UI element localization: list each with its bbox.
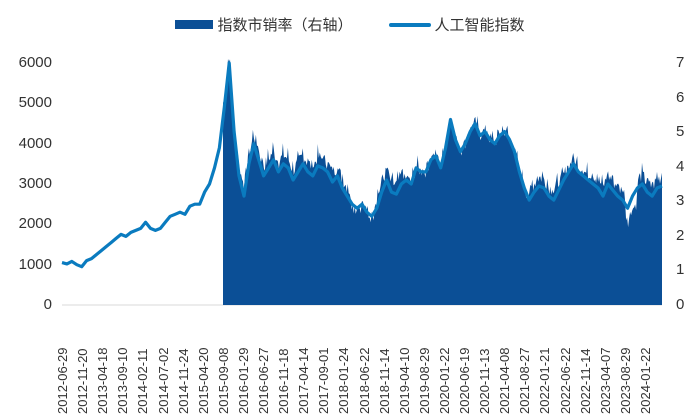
left-y-tick: 1000 <box>18 255 52 273</box>
x-tick-label: 2022-11-14 <box>577 348 593 414</box>
x-tick-label: 2019-04-10 <box>396 347 412 415</box>
x-tick-label: 2014-07-02 <box>155 347 171 415</box>
x-tick-label: 2020-06-19 <box>457 347 472 415</box>
x-tick-label: 2019-08-29 <box>416 347 432 415</box>
legend-label-ai-index: 人工智能指数 <box>434 17 525 34</box>
x-tick-label: 2018-06-22 <box>356 347 372 415</box>
x-tick-label: 2016-06-27 <box>256 347 271 415</box>
x-tick-label: 2020-01-22 <box>436 347 452 415</box>
x-tick-label: 2023-08-29 <box>617 347 633 415</box>
x-tick-label: 2012-11-20 <box>75 348 91 414</box>
x-tick-label: 2017-04-14 <box>296 347 312 415</box>
right-y-tick: 6 <box>676 88 685 106</box>
right-y-tick: 0 <box>676 296 685 313</box>
ai-index-line <box>61 61 663 269</box>
x-tick-label: 2015-09-08 <box>215 347 231 415</box>
x-tick-label: 2018-01-24 <box>336 347 352 415</box>
left-y-tick: 0 <box>43 296 52 313</box>
left-y-tick: 2000 <box>18 215 52 233</box>
x-tick-label: 2015-04-20 <box>195 347 211 415</box>
x-tick-label: 2013-09-10 <box>115 347 131 415</box>
x-tick-label: 2014-02-11 <box>135 348 151 414</box>
area-swatch-icon <box>175 20 214 29</box>
legend-item-ai-index: 人工智能指数 <box>388 14 525 35</box>
ps-ratio-area <box>223 59 662 305</box>
x-tick-label: 2012-06-29 <box>55 347 70 415</box>
x-tick-label: 2016-11-18 <box>276 348 292 414</box>
right-y-tick: 5 <box>676 123 685 141</box>
x-tick-label: 2024-01-22 <box>637 347 653 415</box>
legend-item-ps-ratio: 指数市销率（右轴） <box>175 14 353 35</box>
x-tick-label: 2018-11-14 <box>376 348 392 414</box>
x-tick-label: 2016-01-29 <box>235 347 251 415</box>
x-tick-label: 2023-04-07 <box>597 347 613 415</box>
x-tick-label: 2022-06-22 <box>557 347 573 415</box>
x-tick-label: 2021-04-08 <box>497 347 513 415</box>
chart-legend: 指数市销率（右轴） 人工智能指数 <box>0 14 700 35</box>
x-tick-label: 2022-01-21 <box>537 347 553 415</box>
legend-label-ps-ratio: 指数市销率（右轴） <box>217 17 353 34</box>
right-y-tick: 3 <box>676 192 685 210</box>
x-tick-label: 2021-08-27 <box>517 347 533 415</box>
right-y-tick: 7 <box>676 54 685 71</box>
right-y-tick: 1 <box>676 261 685 279</box>
x-tick-label: 2017-09-01 <box>316 347 332 415</box>
left-y-tick: 6000 <box>18 54 52 71</box>
left-y-tick: 4000 <box>18 134 52 152</box>
x-tick-label: 2013-04-18 <box>95 347 111 415</box>
right-y-tick: 4 <box>676 157 685 175</box>
x-tick-label: 2014-11-24 <box>175 348 191 414</box>
left-y-tick: 3000 <box>18 175 52 192</box>
line-swatch-icon <box>388 22 431 27</box>
left-y-tick: 5000 <box>18 94 52 112</box>
right-y-tick: 2 <box>676 226 685 244</box>
x-tick-label: 2020-11-13 <box>477 348 493 414</box>
